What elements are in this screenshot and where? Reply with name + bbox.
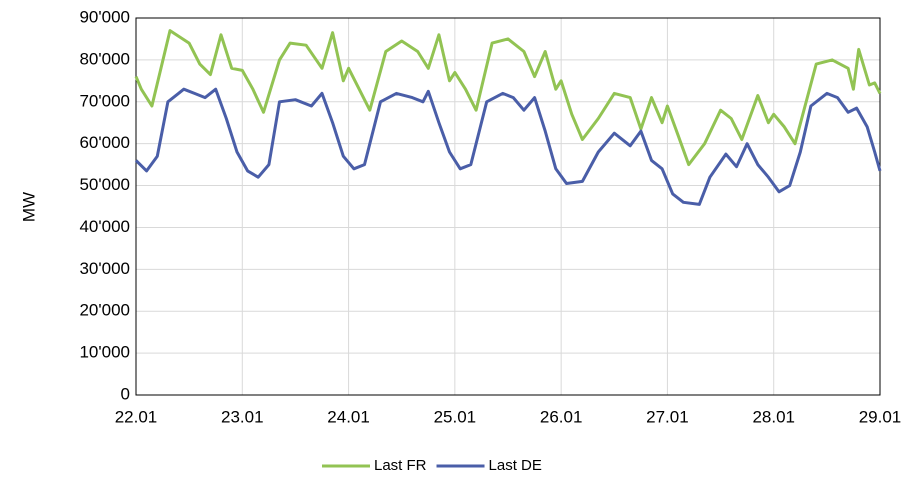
x-tick-label: 25.01 [434,407,477,426]
x-tick-label: 24.01 [327,407,370,426]
x-tick-label: 26.01 [540,407,583,426]
y-axis-label: MW [19,192,38,222]
y-tick-label: 10'000 [79,343,130,362]
plot-border [135,17,881,396]
y-tick-label: 0 [121,384,130,403]
y-tick-label: 90'000 [79,7,130,26]
y-tick-label: 70'000 [79,91,130,110]
legend-label: Last FR [374,457,427,474]
y-tick-label: 20'000 [79,301,130,320]
x-tick-label: 28.01 [752,407,795,426]
y-tick-label: 40'000 [79,217,130,236]
line-series [134,29,882,167]
y-tick-label: 60'000 [79,133,130,152]
x-tick-label: 23.01 [221,407,264,426]
line-series [134,87,882,206]
y-tick-label: 50'000 [79,175,130,194]
x-tick-label: 29.01 [859,407,902,426]
x-tick-label: 22.01 [115,407,158,426]
legend-label: Last DE [489,457,542,474]
y-tick-label: 30'000 [79,259,130,278]
x-tick-label: 27.01 [646,407,689,426]
y-tick-label: 80'000 [79,49,130,68]
